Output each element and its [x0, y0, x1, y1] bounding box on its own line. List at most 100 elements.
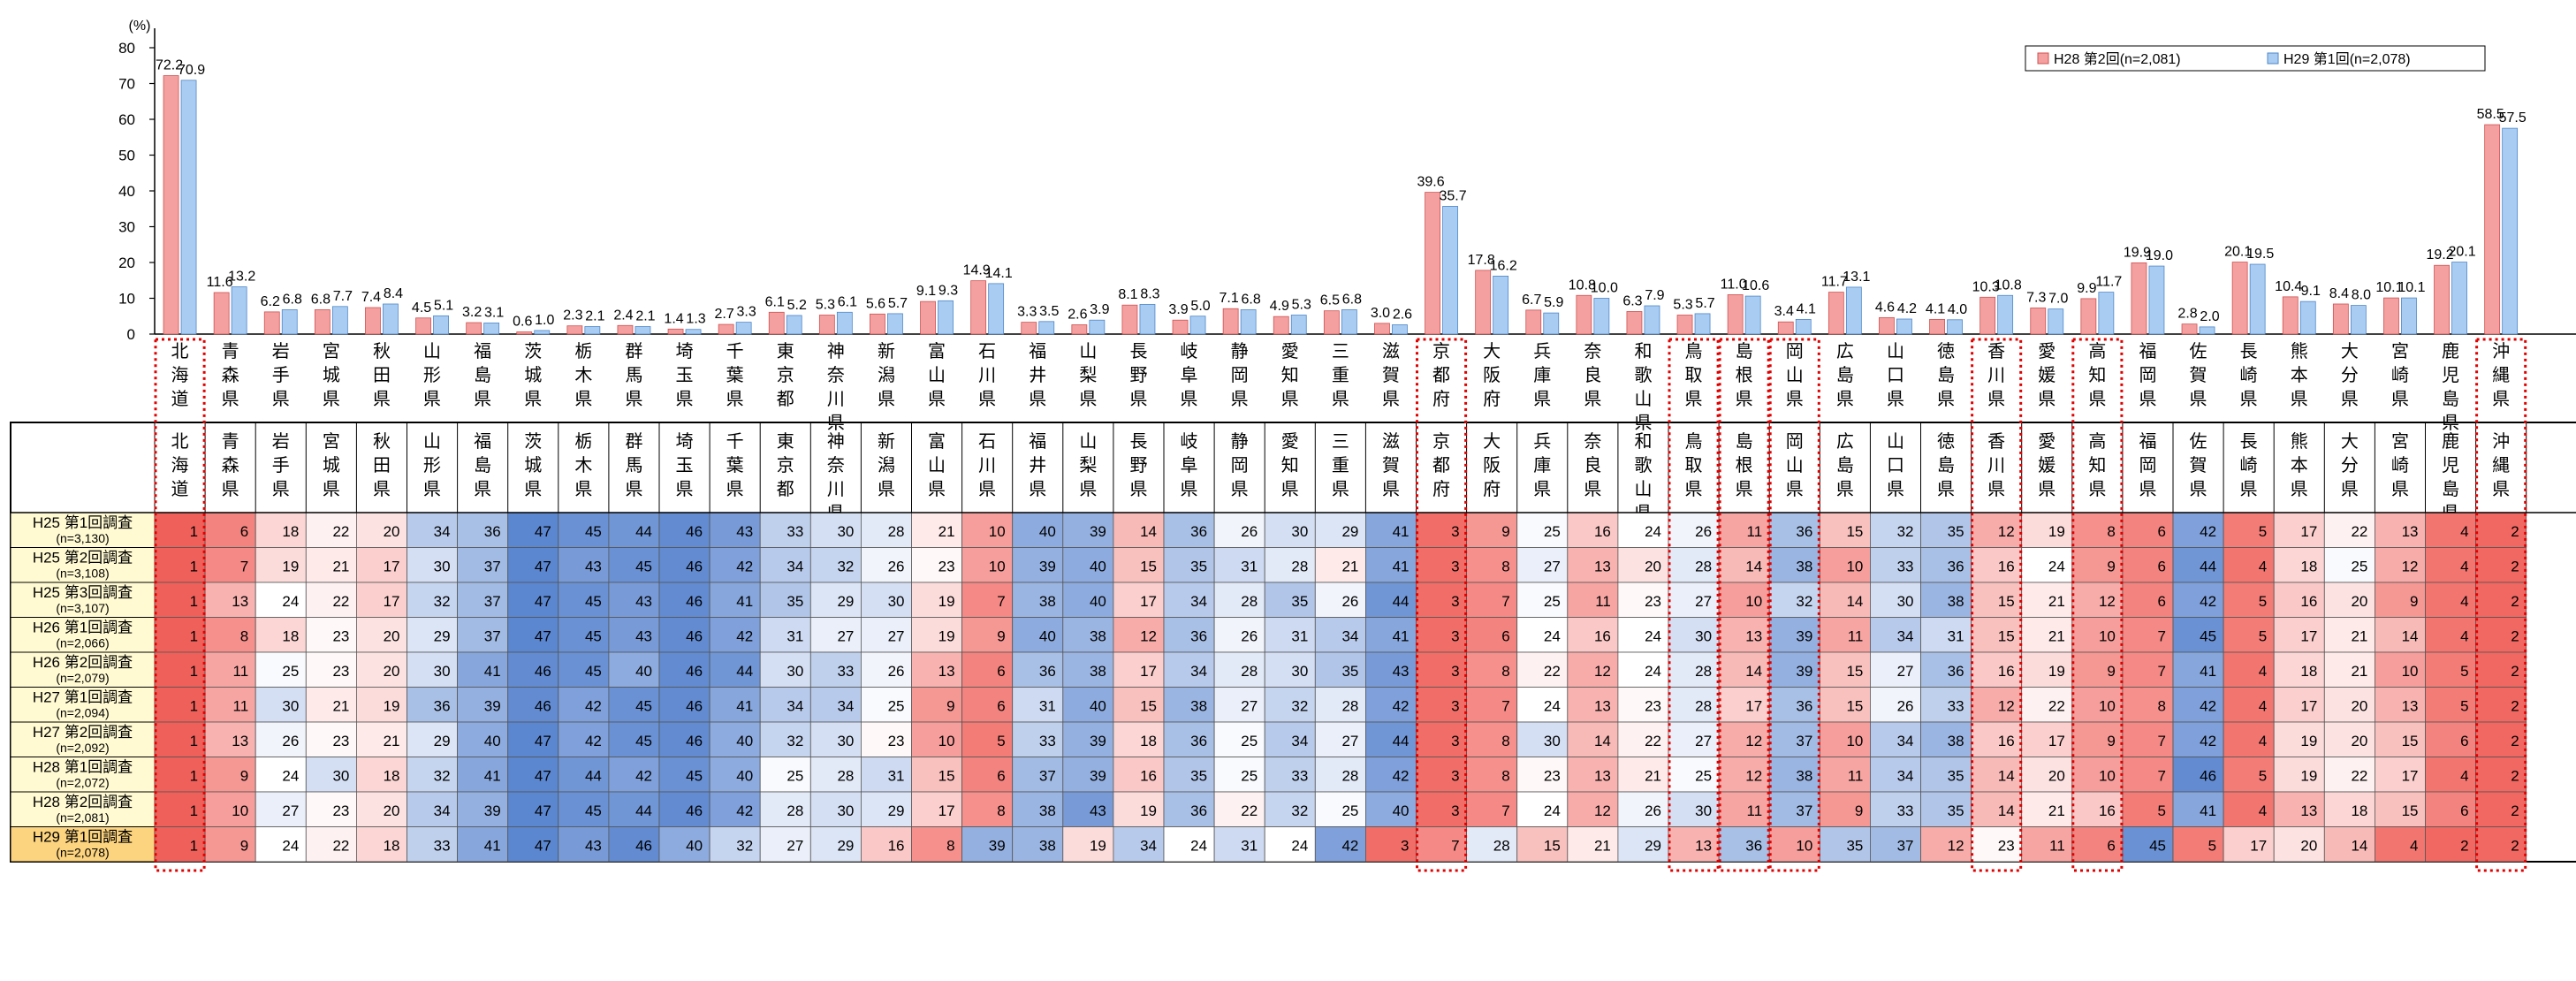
row-label: H27 第2回調査: [33, 724, 133, 741]
x-category-label: 岡: [2139, 366, 2156, 385]
x-category-label: 県: [1181, 390, 1198, 409]
rank-cell: [2425, 687, 2476, 723]
rank-value: 3: [1451, 628, 1459, 645]
rank-cell: [1264, 687, 1316, 723]
rank-cell: [2374, 757, 2426, 793]
rank-value: 28: [1493, 838, 1510, 855]
rank-value: 6: [2107, 838, 2115, 855]
rank-value: 14: [1998, 768, 2015, 785]
table-header-prefecture: 県: [2139, 480, 2156, 499]
bar: [483, 323, 500, 335]
rank-cell: [1113, 791, 1165, 827]
rank-value: 20: [384, 628, 400, 645]
bar: [1947, 319, 1963, 335]
rank-cell: [1466, 791, 1518, 827]
rank-cell: [1213, 651, 1265, 688]
table-header-prefecture: 川: [978, 456, 996, 475]
rank-value: 43: [635, 593, 652, 610]
table-header-prefecture: 群: [625, 431, 642, 452]
table-header-prefecture: 島: [1836, 455, 1854, 475]
rank-value: 3: [1451, 802, 1459, 819]
rank-value: 22: [2048, 698, 2065, 715]
rank-value: 37: [484, 559, 501, 575]
x-category-label: 潟: [878, 365, 895, 385]
rank-value: 40: [1393, 802, 1410, 819]
rank-value: 18: [282, 523, 299, 540]
bar-value-label: 8.4: [2329, 286, 2349, 301]
rank-value: 25: [888, 698, 905, 715]
rank-value: 31: [1241, 838, 1258, 855]
table-header-prefecture: 県: [2492, 480, 2510, 499]
x-category-label: 玉: [676, 366, 694, 385]
bar: [1341, 309, 1357, 335]
rank-cell: [558, 512, 610, 548]
rank-cell: [457, 582, 509, 618]
rank-cell: [2122, 826, 2174, 863]
rank-cell: [1718, 651, 1770, 688]
rank-cell: [608, 651, 660, 688]
rank-value: 5: [2460, 698, 2468, 715]
x-category-label: 根: [1736, 365, 1753, 385]
rank-value: 19: [2300, 733, 2317, 749]
rank-cell: [1516, 547, 1569, 583]
rank-value: 28: [1241, 663, 1258, 680]
rank-cell: [2172, 547, 2224, 583]
rank-value: 32: [434, 593, 451, 610]
bar-value-label: 11.7: [2095, 275, 2122, 290]
rank-cell: [1365, 582, 1417, 618]
rank-value: 46: [635, 838, 652, 855]
y-tick-label: 0: [127, 326, 135, 343]
bar: [1323, 310, 1340, 335]
table-header-prefecture: 熊: [2291, 431, 2308, 452]
rank-cell: [2425, 582, 2476, 618]
rank-cell: [154, 721, 206, 757]
table-header-prefecture: 富: [928, 431, 946, 452]
rank-value: 11: [1848, 628, 1864, 645]
rank-cell: [1466, 687, 1518, 723]
bar: [2332, 303, 2349, 335]
rank-cell: [1213, 721, 1265, 757]
row-label: H28 第2回調査: [33, 794, 133, 810]
rank-value: 41: [1393, 523, 1410, 540]
rank-cell: [255, 582, 307, 618]
rank-cell: [861, 512, 912, 548]
bar-value-label: 2.7: [715, 307, 734, 322]
bar: [786, 315, 802, 335]
rank-cell: [1365, 757, 1417, 793]
rank-value: 45: [585, 593, 602, 610]
bar: [383, 303, 399, 335]
table-header-prefecture: 岐: [1181, 431, 1198, 452]
bar-value-label: 7.9: [1645, 288, 1664, 303]
rank-value: 7: [240, 559, 248, 575]
rank-value: 23: [332, 663, 349, 680]
rank-value: 18: [2300, 559, 2317, 575]
rank-value: 40: [1090, 698, 1106, 715]
rank-cell: [911, 791, 962, 827]
rank-value: 30: [332, 768, 349, 785]
bar: [1525, 309, 1542, 335]
rank-cell: [1718, 757, 1770, 793]
x-category-label: 富: [928, 341, 946, 361]
rank-cell: [2374, 721, 2426, 757]
rank-cell: [2223, 547, 2275, 583]
bar: [231, 286, 247, 335]
rank-value: 4: [2410, 838, 2418, 855]
rank-value: 32: [1796, 593, 1812, 610]
x-category-label: 県: [2291, 390, 2308, 409]
rank-cell: [1264, 757, 1316, 793]
rank-cell: [961, 582, 1014, 618]
x-category-label: 高: [2088, 341, 2106, 361]
rank-value: 23: [938, 559, 955, 575]
rank-value: 3: [1451, 698, 1459, 715]
table-header-prefecture: 木: [574, 455, 592, 475]
bar-value-label: 4.9: [1270, 299, 1289, 314]
rank-cell: [2223, 582, 2275, 618]
rank-value: 39: [1090, 733, 1106, 749]
rank-cell: [255, 617, 307, 653]
rank-cell: [608, 721, 660, 757]
rank-value: 14: [2351, 838, 2367, 855]
rank-cell: [558, 791, 610, 827]
rank-cell: [204, 826, 256, 863]
rank-cell: [1213, 617, 1265, 653]
rank-value: 42: [2200, 698, 2216, 715]
